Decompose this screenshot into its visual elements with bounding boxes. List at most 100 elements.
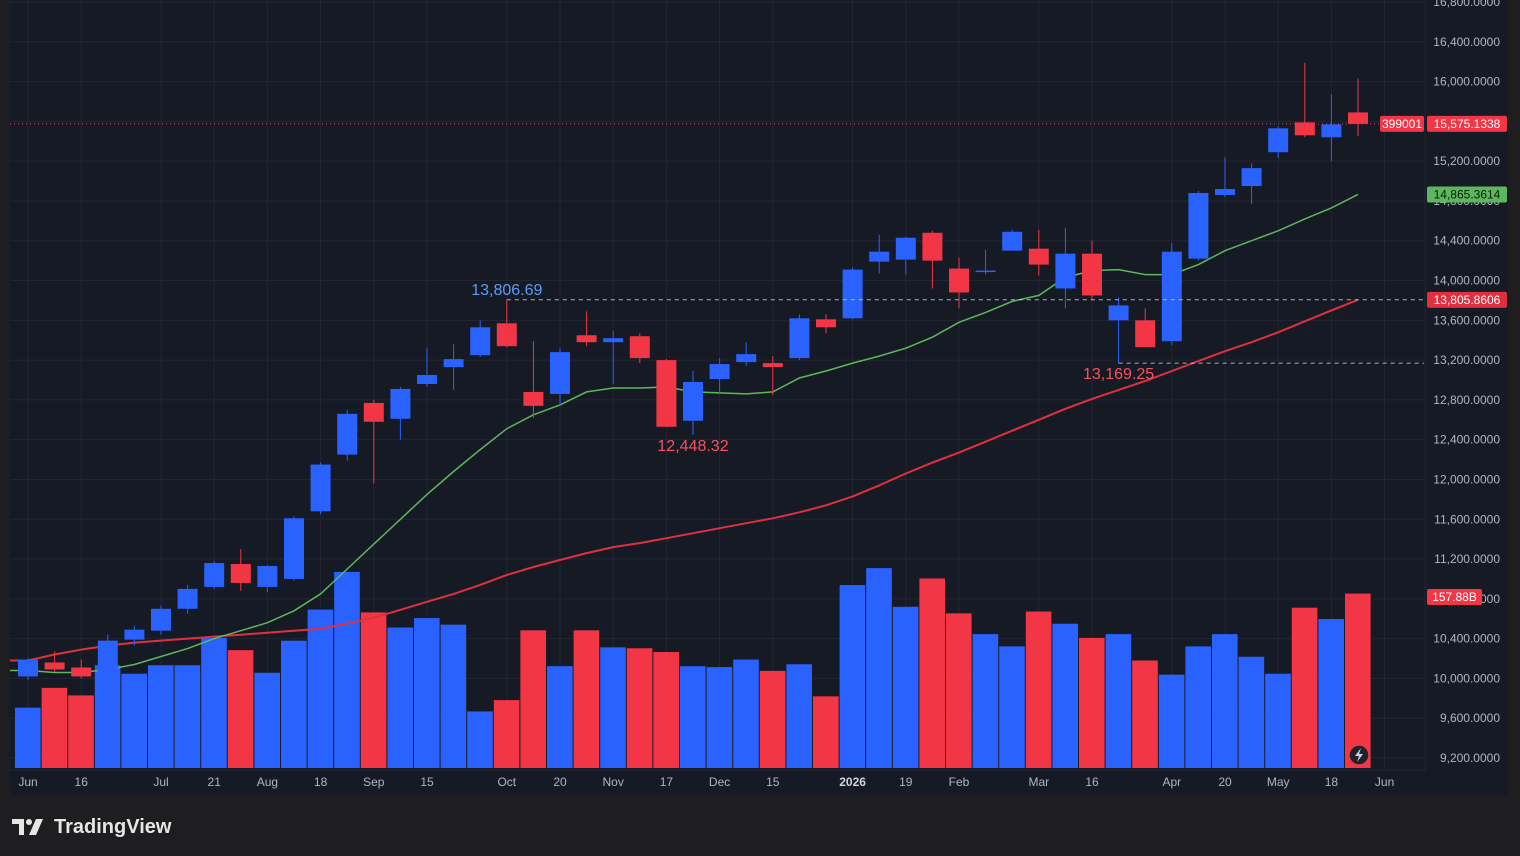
candle-body[interactable] xyxy=(1188,192,1209,259)
candle-body[interactable] xyxy=(470,327,491,356)
time-tick-label: 2026 xyxy=(839,775,866,789)
volume-bar xyxy=(1345,593,1371,768)
last-price-label: 15,575.1338 xyxy=(1434,117,1501,131)
candle-body[interactable] xyxy=(576,335,597,343)
candle-body[interactable] xyxy=(816,319,836,328)
candle-body[interactable] xyxy=(496,323,517,347)
candle-body[interactable] xyxy=(177,588,198,609)
candle-body[interactable] xyxy=(656,360,677,427)
candle-body[interactable] xyxy=(1215,189,1235,195)
time-tick-label: 20 xyxy=(553,775,567,789)
volume-bar xyxy=(573,630,600,768)
volume-bar xyxy=(1318,619,1344,768)
ma-slow-price-label: 13,805.8606 xyxy=(1434,293,1501,307)
price-tick-label: 16,400.0000 xyxy=(1433,35,1500,49)
candles[interactable] xyxy=(18,62,1368,681)
volume-bar xyxy=(201,637,227,768)
candle-body[interactable] xyxy=(124,629,145,640)
candle-body[interactable] xyxy=(310,464,331,512)
time-tick-label: Jul xyxy=(153,775,168,789)
volume-bar xyxy=(1052,623,1078,768)
candle-body[interactable] xyxy=(230,564,251,583)
volume-bar xyxy=(174,665,201,768)
candle-body[interactable] xyxy=(44,662,65,670)
volume-bar xyxy=(680,666,706,768)
volume-bar xyxy=(813,696,839,768)
price-tick-label: 9,600.0000 xyxy=(1440,711,1500,725)
candle-body[interactable] xyxy=(1161,251,1182,342)
volume-bar xyxy=(360,612,387,768)
volume-bar xyxy=(1079,637,1105,768)
price-tick-label: 12,800.0000 xyxy=(1433,393,1500,407)
annotation-high-label: 13,806.69 xyxy=(471,282,542,299)
candle-body[interactable] xyxy=(1241,168,1262,187)
candle-body[interactable] xyxy=(1028,248,1049,265)
candle-body[interactable] xyxy=(97,640,118,678)
candle-body[interactable] xyxy=(1055,253,1076,289)
candle-body[interactable] xyxy=(789,318,810,359)
candle-body[interactable] xyxy=(762,363,783,368)
volume-bar xyxy=(653,652,679,768)
candle-body[interactable] xyxy=(337,413,358,455)
candle-body[interactable] xyxy=(975,270,996,273)
moving-averages xyxy=(10,193,1359,674)
time-tick-label: 16 xyxy=(75,775,89,789)
candle-body[interactable] xyxy=(1002,231,1023,251)
volume-bar xyxy=(1185,646,1211,768)
candle-body[interactable] xyxy=(204,563,225,587)
candle-body[interactable] xyxy=(443,359,464,368)
candle-body[interactable] xyxy=(151,608,171,631)
time-tick-label: 15 xyxy=(766,775,780,789)
volume-bar xyxy=(121,673,147,768)
ma-fast-price-label-box xyxy=(1427,186,1507,203)
candle-body[interactable] xyxy=(1268,128,1289,153)
candle-body[interactable] xyxy=(949,268,969,293)
candle-body[interactable] xyxy=(284,518,304,579)
candle-body[interactable] xyxy=(417,375,437,384)
candle-body[interactable] xyxy=(709,364,730,380)
volume-bar xyxy=(1105,634,1132,768)
candle-body[interactable] xyxy=(869,251,890,262)
candle-body[interactable] xyxy=(603,338,624,343)
candle-body[interactable] xyxy=(683,381,703,421)
candle-body[interactable] xyxy=(1348,112,1368,124)
candle-body[interactable] xyxy=(550,352,570,394)
candle-body[interactable] xyxy=(390,388,411,419)
volume-last-label-box xyxy=(1427,589,1482,605)
time-axis[interactable]: Jun 16 Jul 21 Aug 18 Sep 15 Oct 20 Nov 17 Dec 15 2026 1… xyxy=(18,775,1394,789)
candle-body[interactable] xyxy=(1135,320,1156,348)
volume-bar xyxy=(227,650,254,768)
volume-bar xyxy=(1238,656,1265,768)
brand[interactable]: TradingView xyxy=(12,812,171,842)
candle-body[interactable] xyxy=(71,667,92,677)
candle-body[interactable] xyxy=(523,391,544,406)
candlestick-chart[interactable]: 13,806.69 12,448.32 13,169.25 16,800.0000 1… xyxy=(0,0,1520,800)
price-tick-label: 11,200.0000 xyxy=(1434,552,1500,566)
volume-bar xyxy=(892,606,919,768)
volume-bar xyxy=(1132,660,1158,768)
volume-bar xyxy=(733,659,759,768)
candle-body[interactable] xyxy=(1082,253,1102,296)
price-tick-label: 10,400.0000 xyxy=(1433,632,1500,646)
candle-body[interactable] xyxy=(363,402,384,422)
candle-body[interactable] xyxy=(842,269,863,319)
last-price-label-box xyxy=(1427,115,1507,132)
volume-bar xyxy=(68,695,94,768)
candle-body[interactable] xyxy=(895,237,916,260)
time-tick-label: 16 xyxy=(1085,775,1099,789)
candle-body[interactable] xyxy=(736,354,757,363)
chart-background xyxy=(10,0,1508,795)
candle-body[interactable] xyxy=(18,659,38,677)
price-tick-label: 13,600.0000 xyxy=(1433,313,1500,327)
time-tick-label: 18 xyxy=(314,775,328,789)
candle-body[interactable] xyxy=(629,336,650,359)
price-tick-label: 12,000.0000 xyxy=(1433,472,1500,486)
candle-body[interactable] xyxy=(1108,305,1129,321)
candle-body[interactable] xyxy=(922,232,943,261)
alert-bolt-button[interactable] xyxy=(1348,744,1370,766)
candle-body[interactable] xyxy=(1321,124,1342,138)
candle-body[interactable] xyxy=(1294,122,1315,136)
candle-body[interactable] xyxy=(257,566,278,587)
volume-bar xyxy=(307,609,334,768)
